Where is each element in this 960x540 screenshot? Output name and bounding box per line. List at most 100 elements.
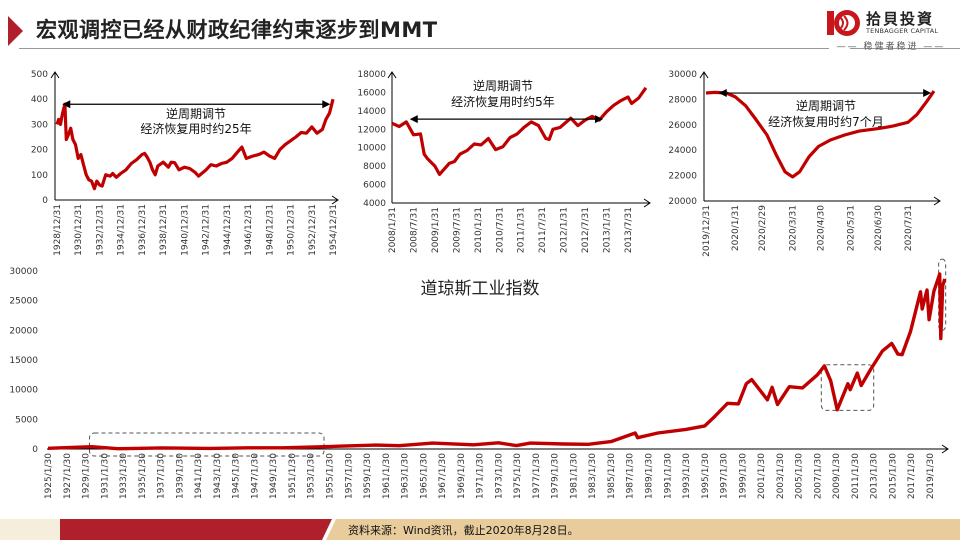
footer-source-band (326, 519, 960, 540)
y-tick-label: 14000 (357, 107, 386, 117)
logo-english: TENBAGGER CAPITAL (866, 27, 939, 35)
chart-3: 20000 22000 24000 26000 28000 30000 2019/12/31… (668, 70, 941, 257)
x-tick-label: 1944/12/31 (223, 204, 233, 256)
x-tick-label: 1953/1/30 (307, 453, 317, 499)
x-tick-label: 1952/12/31 (308, 204, 318, 256)
x-tick-label: 2012/1/31 (560, 207, 570, 253)
y-axis-arrow-icon (387, 71, 397, 79)
x-tick-label: 1940/12/31 (180, 204, 190, 256)
y-tick-label: 500 (31, 70, 48, 80)
y-tick-label: 20000 (9, 326, 38, 336)
x-tick-label: 1999/1/30 (738, 453, 748, 499)
x-tick-label: 1928/12/31 (53, 204, 63, 256)
x-tick-label: 1957/1/30 (344, 453, 354, 499)
x-tick-label: 2003/1/30 (776, 453, 786, 499)
x-tick-label: 2020/3/31 (789, 205, 799, 251)
footer-red-band (60, 519, 332, 540)
x-tick-label: 1946/12/31 (244, 204, 254, 256)
logo-mark-icon (827, 10, 860, 36)
x-tick-label: 2009/1/30 (832, 453, 842, 499)
x-tick-label: 1930/12/31 (74, 204, 84, 256)
y-tick-label: 24000 (668, 146, 697, 156)
y-tick-label: 10000 (357, 144, 386, 154)
x-tick-label: 1981/1/30 (569, 453, 579, 499)
x-axis-arrow-icon (643, 198, 651, 208)
x-tick-label: 1985/1/30 (607, 453, 617, 499)
y-tick-label: 300 (31, 120, 48, 130)
x-tick-label: 1934/12/31 (117, 204, 127, 256)
x-tick-label: 1991/1/30 (663, 453, 673, 499)
x-tick-label: 2001/1/30 (757, 453, 767, 499)
y-tick-label: 5000 (15, 415, 38, 425)
x-tick-label: 2009/1/31 (431, 207, 441, 253)
x-tick-label: 1950/12/31 (287, 204, 297, 256)
x-tick-label: 1937/1/30 (157, 453, 167, 499)
x-tick-label: 1993/1/30 (682, 453, 692, 499)
y-tick-label: 8000 (363, 162, 386, 172)
x-tick-label: 2020/2/29 (758, 205, 768, 251)
chart-1: 0 100 200 300 400 500 1928/12/31 1930/12/31 1932… (31, 70, 339, 256)
x-tick-label: 2008/7/31 (409, 207, 419, 253)
x-tick-label: 1943/1/30 (213, 453, 223, 499)
y-tick-label: 12000 (357, 125, 386, 135)
x-tick-label: 1963/1/30 (401, 453, 411, 499)
x-tick-label: 1983/1/30 (588, 453, 598, 499)
x-tick-label: 2007/1/30 (813, 453, 823, 499)
x-tick-label: 1971/1/30 (476, 453, 486, 499)
x-tick-label: 1987/1/30 (626, 453, 636, 499)
x-tick-label: 1947/1/30 (250, 453, 260, 499)
y-tick-label: 200 (31, 146, 48, 156)
x-axis-arrow-icon (941, 444, 949, 454)
logo-slogan: —— 稳健者稳进 —— (836, 42, 946, 52)
x-tick-label: 1977/1/30 (532, 453, 542, 499)
x-tick-label: 2011/7/31 (538, 207, 548, 253)
y-axis-arrow-icon (699, 71, 709, 79)
x-tick-label: 2011/1/31 (517, 207, 527, 253)
annotation-text: 经济恢复用时约25年 (140, 121, 251, 136)
x-tick-label: 1929/1/30 (82, 453, 92, 499)
x-tick-label: 2020/6/30 (874, 205, 884, 251)
y-tick-label: 20000 (668, 197, 697, 207)
x-tick-label: 1989/1/30 (645, 453, 655, 499)
x-tick-label: 1973/1/30 (494, 453, 504, 499)
annotation-text: 逆周期调节 (796, 98, 856, 113)
x-tick-label: 1941/1/30 (194, 453, 204, 499)
x-tick-label: 2017/1/30 (907, 453, 917, 499)
title-marker (8, 16, 23, 46)
x-axis-arrow-icon (933, 196, 941, 206)
chart-2: 4000 6000 8000 10000 12000 14000 16000 18000 200… (357, 70, 651, 253)
x-tick-label: 1997/1/30 (720, 453, 730, 499)
x-tick-label: 2019/1/30 (926, 453, 936, 499)
x-tick-label: 1969/1/30 (457, 453, 467, 499)
page-title: 宏观调控已经从财政纪律约束逐步到MMT (36, 18, 438, 42)
x-tick-label: 1955/1/30 (325, 453, 335, 499)
x-tick-label: 1979/1/30 (551, 453, 561, 499)
x-tick-label: 1945/1/30 (232, 453, 242, 499)
y-tick-label: 18000 (357, 70, 386, 80)
company-logo: 拾貝投資 TENBAGGER CAPITAL —— 稳健者稳进 —— (826, 8, 956, 52)
header-divider-right (850, 48, 960, 49)
dow-jones-series-line (705, 90, 936, 179)
x-tick-label: 1949/1/30 (269, 453, 279, 499)
x-tick-label: 1965/1/30 (419, 453, 429, 499)
x-tick-label: 2019/12/31 (702, 205, 712, 257)
highlight-box (938, 258, 947, 331)
dow-jones-series-line (47, 272, 947, 451)
dow-jones-series-line (55, 98, 335, 191)
x-tick-label: 1959/1/30 (363, 453, 373, 499)
annotation-text: 逆周期调节 (166, 106, 226, 121)
x-tick-label: 2013/1/31 (603, 207, 613, 253)
highlight-box (88, 432, 325, 457)
x-tick-label: 2013/7/31 (624, 207, 634, 253)
x-tick-label: 2020/7/31 (904, 205, 914, 251)
x-tick-label: 2010/1/31 (474, 207, 484, 253)
x-tick-label: 2020/5/31 (846, 205, 856, 251)
x-tick-label: 1995/1/30 (701, 453, 711, 499)
x-tick-label: 1951/1/30 (288, 453, 298, 499)
x-tick-label: 2020/4/30 (816, 205, 826, 251)
source-note: 资料来源：Wind资讯，截止2020年8月28日。 (348, 524, 579, 537)
y-tick-label: 16000 (357, 88, 386, 98)
annotation-text: 经济恢复用时约7个月 (768, 114, 884, 129)
x-tick-label: 1938/12/31 (159, 204, 169, 256)
